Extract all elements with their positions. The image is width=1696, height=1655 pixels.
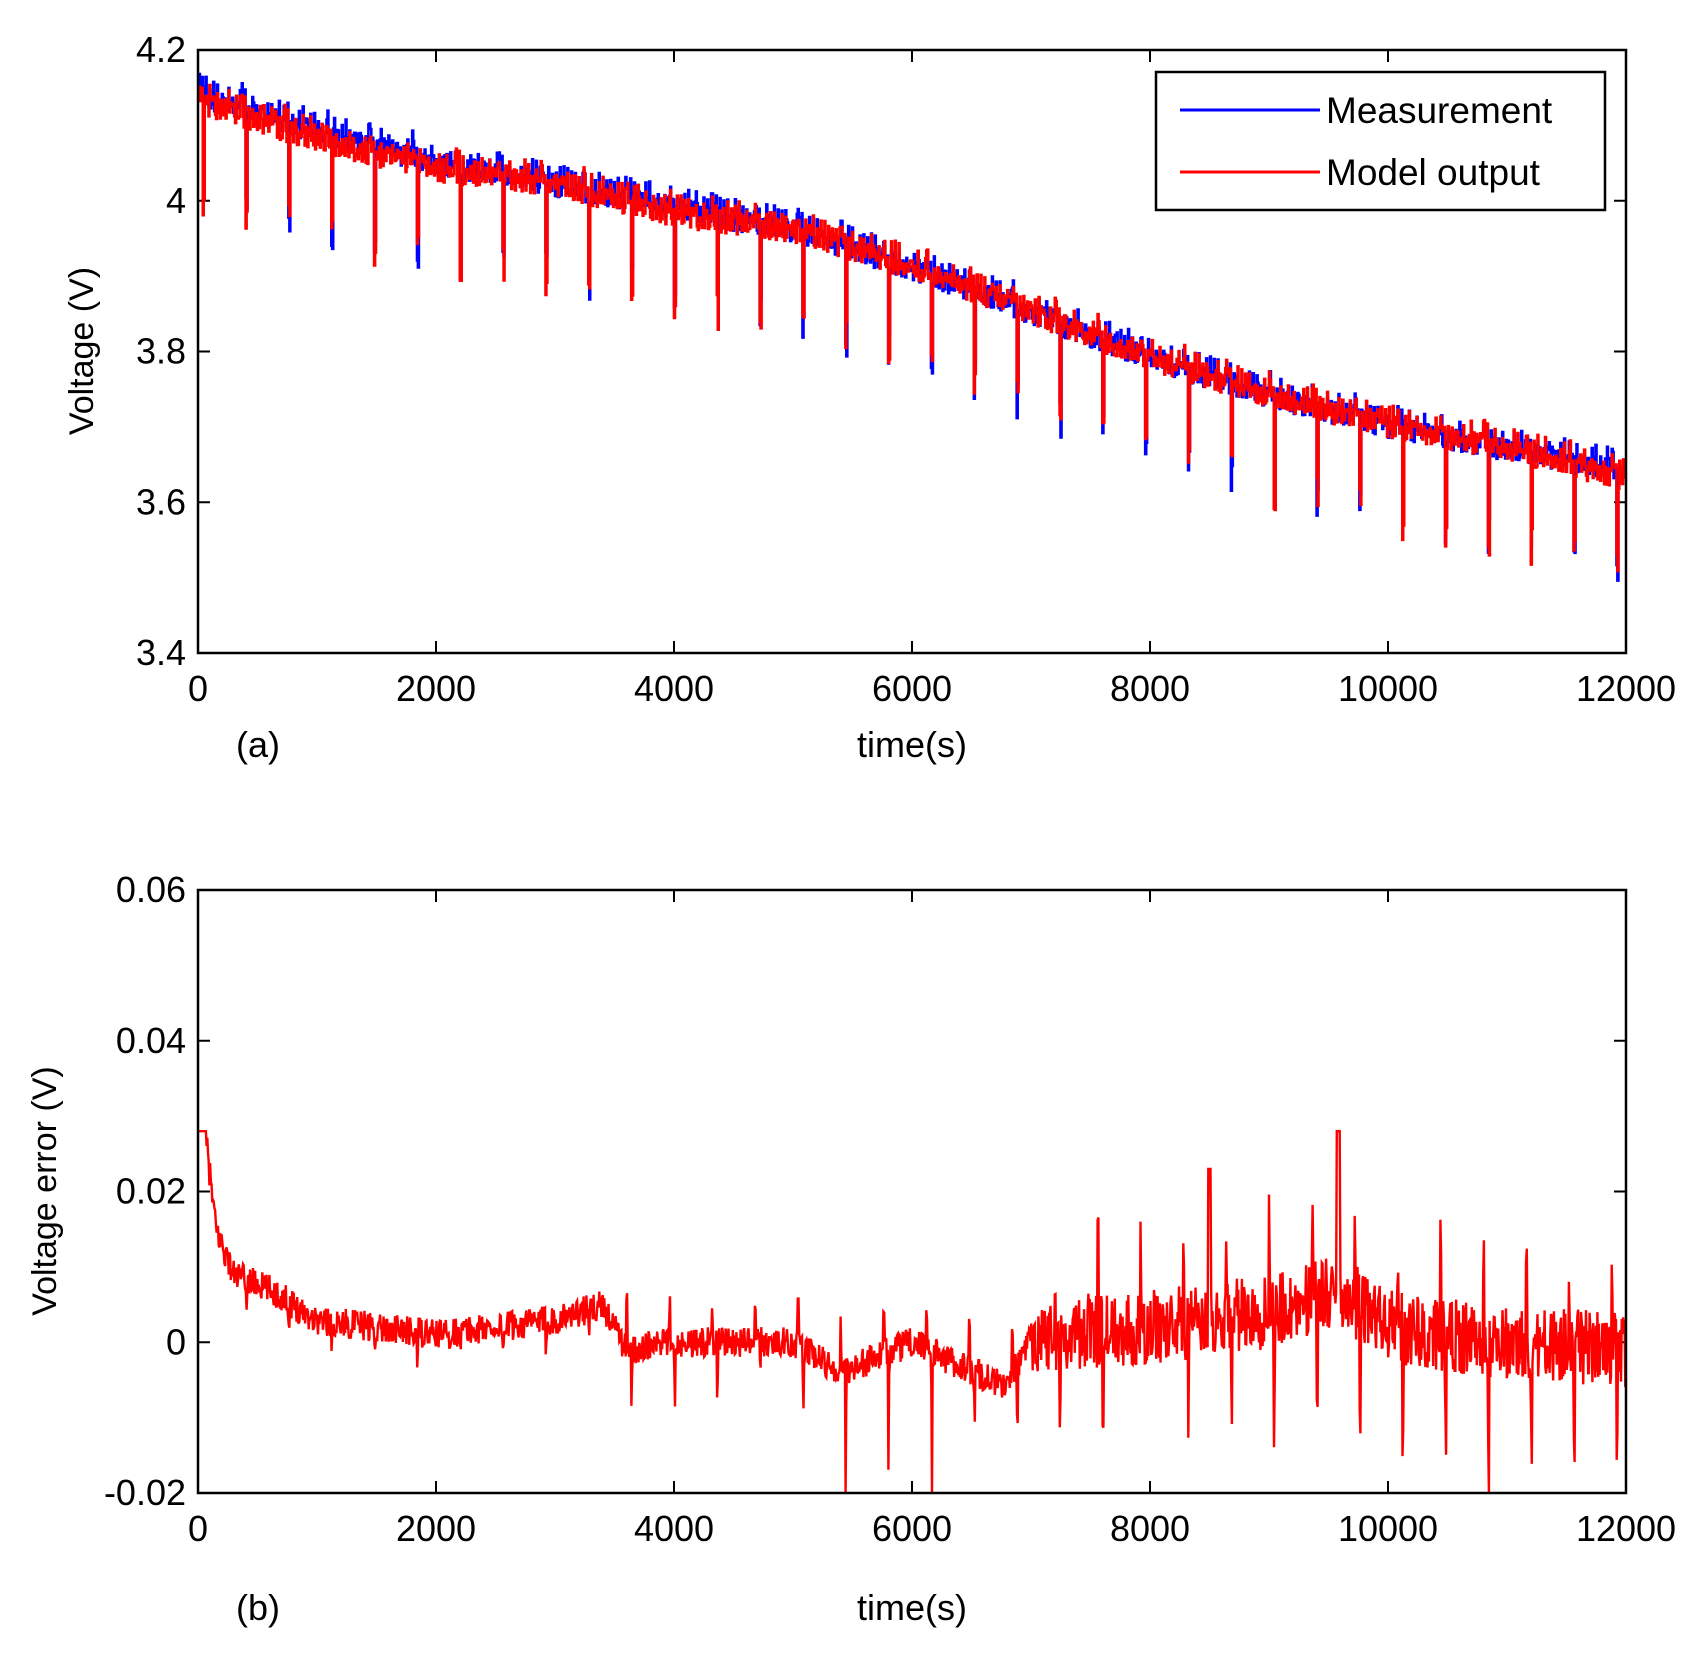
x-tick-label: 10000 xyxy=(1338,668,1438,709)
x-tick-label: 0 xyxy=(188,1508,208,1549)
x-tick-label: 8000 xyxy=(1110,1508,1190,1549)
model-output-series-line xyxy=(198,83,1626,573)
x-tick-labels-a: 0 2000 4000 6000 8000 10000 12000 xyxy=(188,668,1676,709)
x-tick-label: 12000 xyxy=(1576,1508,1676,1549)
x-tick-label: 10000 xyxy=(1338,1508,1438,1549)
x-tick-label: 6000 xyxy=(872,1508,952,1549)
y-axis-label-a: Voltage (V) xyxy=(63,267,101,435)
y-tick-label: 0.06 xyxy=(116,869,186,910)
y-tick-label: 3.8 xyxy=(136,331,186,372)
x-tick-label: 8000 xyxy=(1110,668,1190,709)
y-tick-label: 3.4 xyxy=(136,632,186,673)
x-axis-label-b: time(s) xyxy=(857,1587,967,1628)
y-tick-label: 0.04 xyxy=(116,1020,186,1061)
voltage-chart: 3.4 3.6 3.8 4 4.2 0 2000 4000 6000 8000 10000 1200… xyxy=(63,29,1676,765)
y-tick-labels-b: -0.02 0 0.02 0.04 0.06 xyxy=(104,869,186,1513)
y-tick-label: 4.2 xyxy=(136,29,186,70)
y-tick-label: 0.02 xyxy=(116,1171,186,1212)
x-tick-label: 12000 xyxy=(1576,668,1676,709)
plot-frame-a xyxy=(196,48,1628,655)
x-axis-label-a: time(s) xyxy=(857,724,967,765)
x-tick-label: 2000 xyxy=(396,1508,476,1549)
panel-label-a: (a) xyxy=(236,724,280,765)
y-tick-label: 0 xyxy=(166,1321,186,1362)
legend-model-output-label: Model output xyxy=(1326,152,1541,193)
x-tick-label: 0 xyxy=(188,668,208,709)
voltage-error-series-line xyxy=(198,1130,1626,1493)
legend-measurement-label: Measurement xyxy=(1326,90,1553,131)
x-tick-label: 4000 xyxy=(634,1508,714,1549)
y-tick-labels-a: 3.4 3.6 3.8 4 4.2 xyxy=(136,29,186,673)
y-axis-label-b: Voltage error (V) xyxy=(26,1066,64,1315)
x-tick-labels-b: 0 2000 4000 6000 8000 10000 12000 xyxy=(188,1508,1676,1549)
x-tick-label: 4000 xyxy=(634,668,714,709)
x-tick-label: 2000 xyxy=(396,668,476,709)
plot-frame-b xyxy=(196,888,1628,1495)
y-tick-label: 3.6 xyxy=(136,481,186,522)
legend-box xyxy=(1154,70,1607,212)
y-tick-label: 4 xyxy=(166,180,186,221)
panel-label-b: (b) xyxy=(236,1587,280,1628)
y-tick-label: -0.02 xyxy=(104,1472,186,1513)
legend: Measurement Model output xyxy=(1154,70,1607,212)
x-tick-label: 6000 xyxy=(872,668,952,709)
